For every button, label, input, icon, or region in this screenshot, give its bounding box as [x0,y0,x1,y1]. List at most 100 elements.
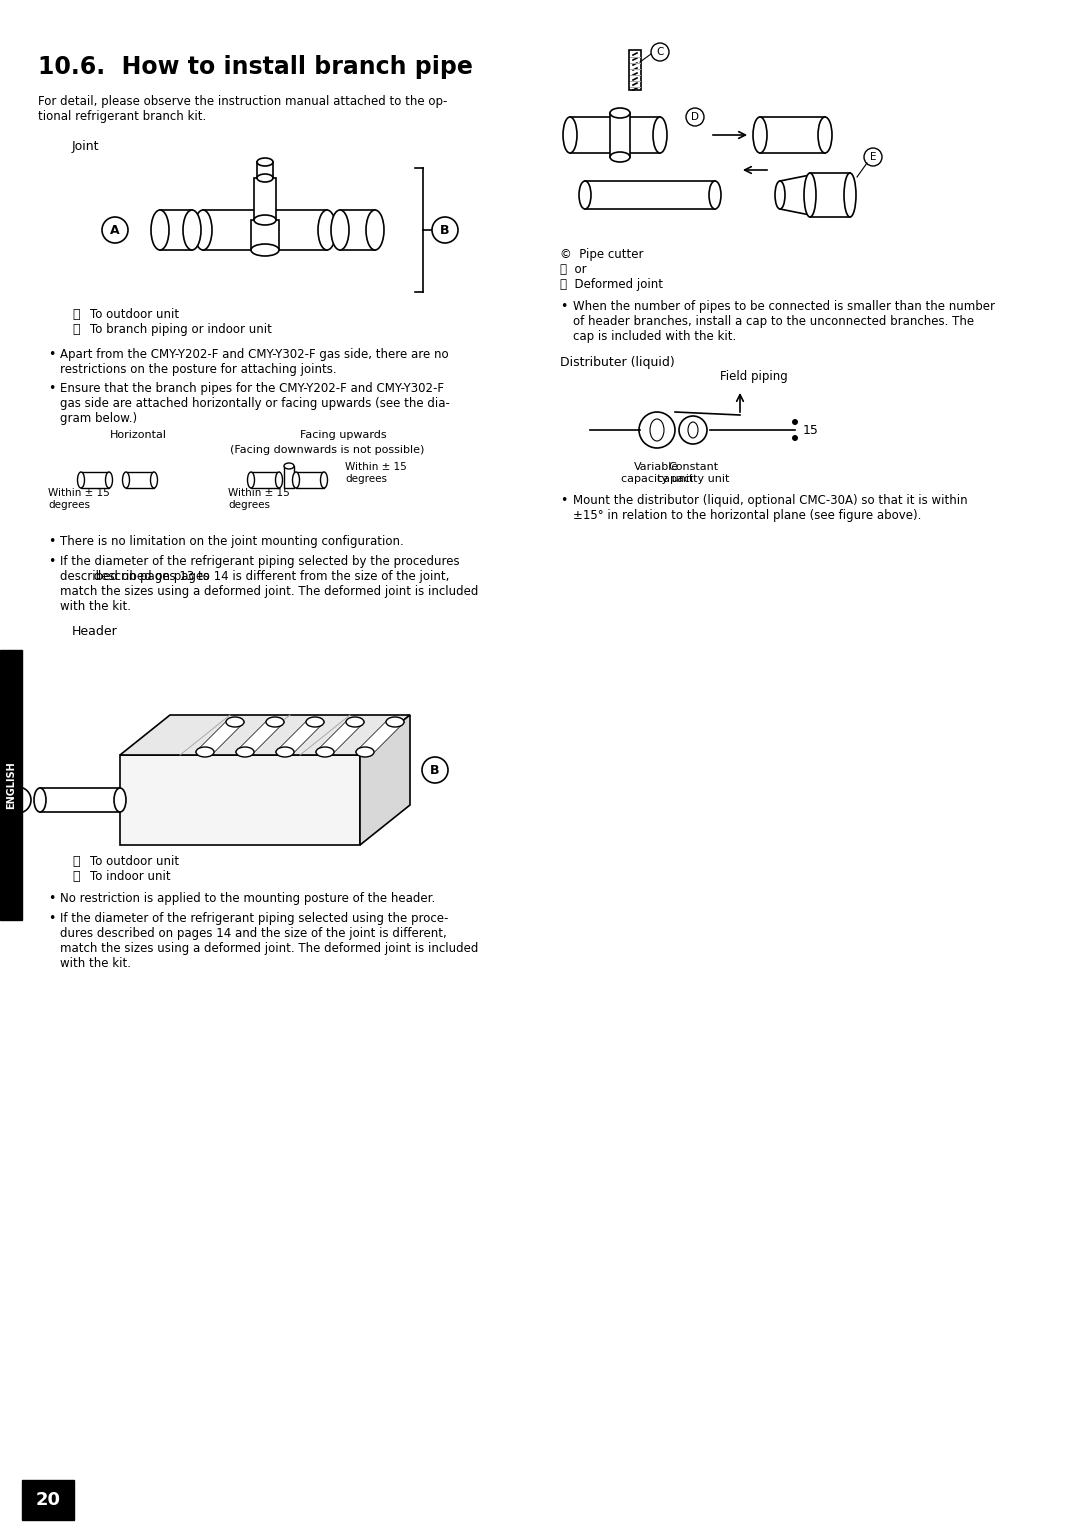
Text: ©  Pipe cutter: © Pipe cutter [561,248,644,261]
Bar [610,113,630,157]
Text: A: A [110,223,120,237]
Bar [760,118,825,153]
Polygon shape [360,715,410,845]
Text: Within ± 15: Within ± 15 [345,461,407,472]
Text: •: • [48,892,55,905]
Ellipse shape [386,717,404,727]
Polygon shape [356,723,404,752]
Text: capacity unit: capacity unit [657,474,729,484]
Text: 15: 15 [804,423,819,437]
Ellipse shape [151,209,168,251]
Text: ⓓ  or: ⓓ or [561,263,586,277]
Bar [570,118,660,153]
Text: dures described on pages 14 and the size of the joint is different,: dures described on pages 14 and the size… [60,927,447,940]
Polygon shape [195,723,244,752]
Text: D: D [691,112,699,122]
Ellipse shape [257,174,273,182]
Text: 10.6.  How to install branch pipe: 10.6. How to install branch pipe [38,55,473,79]
Bar [251,472,279,487]
Text: Horizontal: Horizontal [110,429,167,440]
Text: No restriction is applied to the mounting posture of the header.: No restriction is applied to the mountin… [60,892,435,905]
Text: Field piping: Field piping [720,370,787,384]
Ellipse shape [653,118,667,153]
Circle shape [679,416,707,445]
Ellipse shape [330,209,349,251]
Circle shape [422,756,448,782]
Text: To indoor unit: To indoor unit [90,869,171,883]
Text: ⓔ  Deformed joint: ⓔ Deformed joint [561,278,663,290]
Bar [629,50,642,90]
Circle shape [792,435,798,442]
Ellipse shape [843,173,856,217]
Text: Joint: Joint [72,141,99,153]
Ellipse shape [276,747,294,756]
Ellipse shape [346,717,364,727]
Ellipse shape [106,472,112,487]
Text: cap is included with the kit.: cap is included with the kit. [573,330,737,342]
Text: gram below.): gram below.) [60,413,137,425]
Bar [340,209,375,251]
Polygon shape [276,723,324,752]
Ellipse shape [195,747,214,756]
Text: If the diameter of the refrigerant piping selected using the proce-: If the diameter of the refrigerant pipin… [60,912,448,924]
Text: 20: 20 [36,1491,60,1510]
Ellipse shape [316,747,334,756]
Text: Apart from the CMY-Y202-F and CMY-Y302-F gas side, there are no: Apart from the CMY-Y202-F and CMY-Y302-F… [60,348,448,361]
Text: of header branches, install a cap to the unconnected branches. The: of header branches, install a cap to the… [573,315,974,329]
Text: Ⓐ: Ⓐ [72,856,80,868]
Bar [585,180,715,209]
Circle shape [792,419,798,425]
Circle shape [102,217,129,243]
Text: •: • [48,348,55,361]
Text: Distributer (liquid): Distributer (liquid) [561,356,675,368]
Bar [810,173,850,217]
Polygon shape [780,176,810,215]
Text: degrees: degrees [228,500,270,510]
Text: tional refrigerant branch kit.: tional refrigerant branch kit. [38,110,206,122]
Circle shape [432,217,458,243]
Text: with the kit.: with the kit. [60,601,131,613]
Bar [81,472,109,487]
Polygon shape [237,723,284,752]
Ellipse shape [183,209,201,251]
Text: capacity unit: capacity unit [621,474,693,484]
Circle shape [639,413,675,448]
Ellipse shape [247,472,255,487]
Text: Header: Header [72,625,118,639]
Ellipse shape [251,244,279,257]
Ellipse shape [226,717,244,727]
Ellipse shape [610,151,630,162]
Polygon shape [120,755,360,845]
Text: Facing upwards: Facing upwards [300,429,387,440]
Circle shape [5,787,31,813]
Bar [254,177,276,220]
Text: Mount the distributor (liquid, optional CMC-30A) so that it is within: Mount the distributor (liquid, optional … [573,494,968,507]
Text: C: C [657,47,664,57]
Text: Ⓑ: Ⓑ [72,322,80,336]
Bar [296,472,324,487]
Ellipse shape [254,215,276,225]
Ellipse shape [804,173,816,217]
Text: •: • [48,912,55,924]
Text: A: A [13,793,23,807]
Text: Ensure that the branch pipes for the CMY-Y202-F and CMY-Y302-F: Ensure that the branch pipes for the CMY… [60,382,444,396]
Text: match the sizes using a deformed joint. The deformed joint is included: match the sizes using a deformed joint. … [60,941,478,955]
Ellipse shape [33,788,46,811]
Ellipse shape [366,209,384,251]
Text: B: B [430,764,440,776]
Ellipse shape [237,747,254,756]
Bar [203,209,327,251]
Text: described on pages: described on pages [60,570,213,584]
Ellipse shape [708,180,721,209]
Text: Variable: Variable [634,461,679,472]
Text: described on pages 13 to 14 is different from the size of the joint,: described on pages 13 to 14 is different… [60,570,449,584]
Bar [40,788,120,811]
Text: Ⓐ: Ⓐ [72,309,80,321]
Text: restrictions on the posture for attaching joints.: restrictions on the posture for attachin… [60,364,337,376]
Text: •: • [48,535,55,549]
Ellipse shape [321,472,327,487]
Ellipse shape [579,180,591,209]
Text: Within ± 15: Within ± 15 [228,487,289,498]
Bar [126,472,154,487]
Text: Ⓑ: Ⓑ [72,869,80,883]
